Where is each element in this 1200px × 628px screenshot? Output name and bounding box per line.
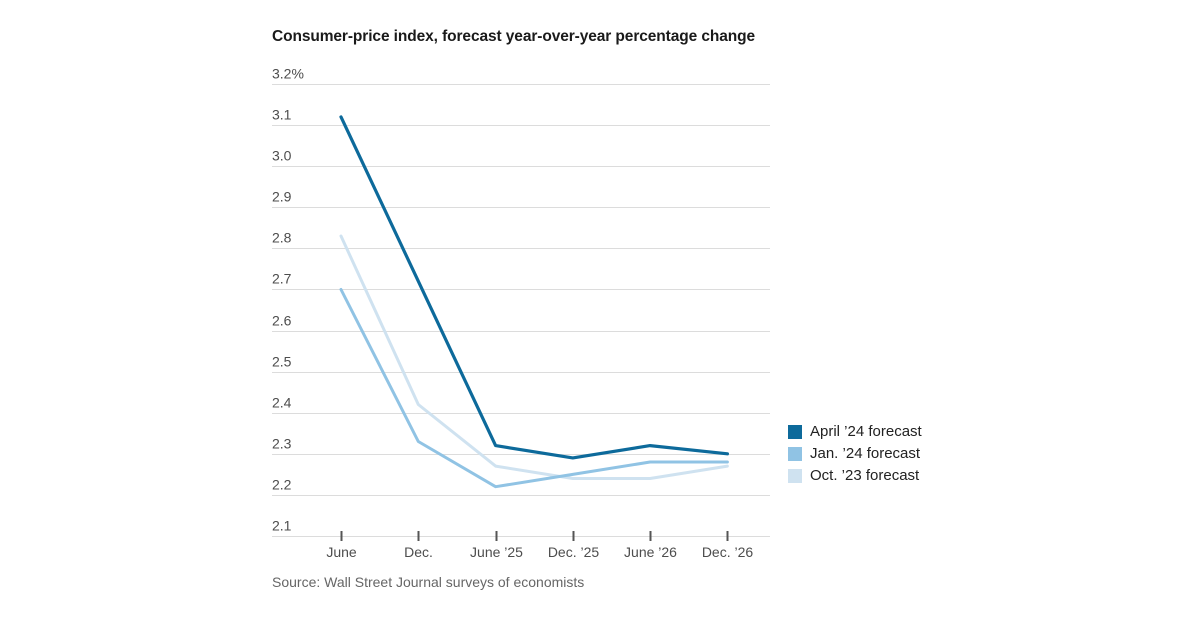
y-axis-label: 2.4 [272, 395, 292, 411]
y-axis-label: 2.8 [272, 230, 292, 246]
y-axis-label: 3.2% [272, 66, 304, 82]
x-axis-label: Dec. [404, 544, 433, 560]
legend-label: Jan. ’24 forecast [810, 445, 921, 462]
x-axis-label: June ’25 [470, 544, 523, 560]
legend-item: Jan. ’24 forecast [788, 445, 922, 462]
series-line-jan-24-forecast [339, 288, 729, 489]
y-axis-label: 3.1 [272, 107, 292, 123]
x-axis-label: Dec. ’25 [548, 544, 600, 560]
y-axis-label: 2.6 [272, 313, 292, 329]
legend-item: Oct. ’23 forecast [788, 467, 922, 484]
y-axis-label: 2.7 [272, 271, 292, 287]
chart-title: Consumer-price index, forecast year-over… [272, 28, 756, 45]
x-axis-label: June [326, 544, 357, 560]
legend-label: Oct. ’23 forecast [810, 467, 920, 484]
legend: April ’24 forecast Jan. ’24 forecast Oct. … [788, 423, 922, 484]
legend-swatch-icon [788, 446, 802, 461]
y-axis-label: 2.3 [272, 436, 292, 452]
source-note: Source: Wall Street Journal surveys of e… [272, 574, 585, 590]
legend-swatch-icon [788, 424, 802, 439]
y-axis-label: 3.0 [272, 148, 292, 164]
series-line-april-24-forecast [339, 115, 730, 460]
y-axis-label: 2.1 [272, 518, 292, 534]
x-axis-label: Dec. ’26 [702, 544, 754, 560]
y-axis-label: 2.5 [272, 354, 292, 370]
y-axis-label: 2.9 [272, 189, 292, 205]
y-axis-label: 2.2 [272, 477, 292, 493]
x-axis-label: June ’26 [624, 544, 677, 560]
series-line-oct-23-forecast [339, 234, 729, 480]
legend-swatch-icon [788, 468, 802, 483]
legend-label: April ’24 forecast [810, 423, 922, 440]
legend-item: April ’24 forecast [788, 423, 922, 440]
